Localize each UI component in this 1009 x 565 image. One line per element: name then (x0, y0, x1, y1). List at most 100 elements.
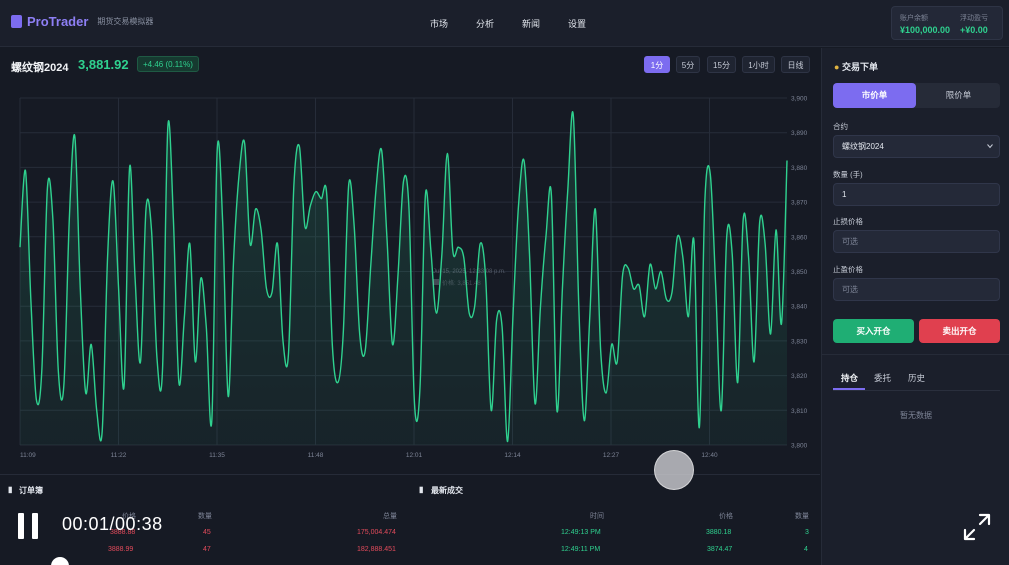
y-tick-label: 3,830 (791, 338, 808, 345)
nav-item-analysis[interactable]: 分析 (476, 19, 495, 29)
pnl-value: +¥0.00 (960, 25, 988, 35)
tab-history[interactable]: 历史 (908, 373, 926, 383)
contract-label: 合约 (833, 122, 848, 131)
stop-loss-input[interactable]: 可选 (833, 230, 1000, 253)
logo-icon (11, 15, 22, 28)
account-summary: 账户余额 ¥100,000.00 浮动盈亏 +¥0.00 (891, 6, 1003, 40)
x-tick-label: 11:35 (209, 452, 225, 459)
timeframe-5m[interactable]: 5分 (676, 56, 700, 73)
bottom-panels: ▮ 订单簿 价格 数量 总量 3888.88 45 175,004.474 38… (0, 474, 820, 565)
trade-row-qty: 3 (805, 529, 809, 536)
contract-select-value: 螺纹钢2024 (842, 142, 884, 151)
take-profit-label: 止盈价格 (833, 265, 863, 274)
buy-open-button[interactable]: 买入开仓 (833, 319, 914, 343)
trades-title: 最新成交 (431, 486, 463, 495)
order-form-title-text: 交易下单 (841, 62, 878, 72)
y-tick-label: 3,870 (791, 200, 808, 207)
chart-tooltip-swatch (433, 279, 439, 285)
trades-header-qty: 数量 (795, 513, 809, 520)
y-tick-label: 3,800 (791, 443, 808, 450)
limit-order-tab[interactable]: 限价单 (945, 90, 972, 100)
order-form-title: ● 交易下单 (834, 60, 878, 73)
price-chart-svg: 3,800 3,810 3,820 3,830 3,840 3,850 3,860 3,870… (19, 96, 808, 459)
stop-loss-label: 止损价格 (833, 217, 863, 226)
y-tick-label: 3,820 (791, 373, 808, 380)
y-tick-label: 3,880 (791, 165, 808, 172)
chart-tooltip-time: Jul 15, 2025, 12:33:08 p.m. (433, 269, 506, 275)
x-tick-label: 12:40 (701, 452, 718, 459)
x-tick-label: 12:14 (504, 452, 521, 459)
orderbook-row-qty: 45 (203, 529, 211, 536)
pause-icon[interactable] (18, 513, 40, 539)
y-tick-label: 3,860 (791, 234, 808, 241)
x-tick-label: 11:22 (111, 452, 127, 459)
symbol-bar: 螺纹钢2024 3,881.92 +4.46 (0.11%) 1分 5分 15分… (0, 48, 820, 82)
trades-title-icon: ▮ (419, 485, 424, 494)
tab-orders[interactable]: 委托 (874, 373, 892, 383)
symbol-price: 3,881.92 (78, 57, 129, 72)
logo[interactable]: ProTrader 期货交易模拟器 (11, 14, 153, 29)
money-bag-icon: ● (834, 62, 840, 72)
quantity-input[interactable]: 1 (833, 183, 1000, 206)
logo-text: ProTrader (27, 14, 89, 29)
contract-select[interactable]: 螺纹钢2024 (833, 135, 1000, 158)
y-tick-label: 3,890 (791, 130, 808, 137)
x-tick-label: 11:48 (308, 452, 324, 459)
orderbook-title-icon: ▮ (8, 485, 13, 494)
timeframe-1h[interactable]: 1小时 (742, 56, 775, 73)
progress-scrub-handle[interactable] (51, 557, 69, 565)
active-tab-indicator (833, 388, 865, 390)
balance-value: ¥100,000.00 (900, 25, 951, 35)
chevron-down-icon (987, 144, 993, 149)
price-area-fill (20, 111, 787, 445)
pnl-label: 浮动盈亏 (960, 15, 988, 22)
tab-positions[interactable]: 持仓 (841, 373, 859, 383)
take-profit-input[interactable]: 可选 (833, 278, 1000, 301)
orderbook-header-qty: 数量 (198, 513, 212, 520)
orderbook-row-price: 3888.88 (110, 529, 136, 536)
trades-header-time: 时间 (590, 513, 604, 520)
y-tick-label: 3,850 (791, 269, 808, 276)
touch-cursor-indicator (654, 450, 694, 490)
x-tick-label: 12:01 (406, 452, 423, 459)
timeframe-daily[interactable]: 日线 (781, 56, 810, 73)
balance-label: 账户余额 (900, 15, 928, 22)
orderbook-row-price: 3888.99 (108, 546, 134, 553)
symbol-name: 螺纹钢2024 (11, 62, 69, 74)
chart-tooltip-value: 价格: 3,851.48 (442, 279, 481, 287)
timeframe-15m[interactable]: 15分 (707, 56, 736, 73)
nav-item-market[interactable]: 市场 (430, 19, 449, 29)
y-tick-label: 3,840 (791, 304, 808, 311)
symbol-change-badge: +4.46 (0.11%) (137, 56, 199, 72)
order-type-toggle: 市价单 限价单 (833, 83, 1000, 108)
market-order-tab[interactable]: 市价单 (833, 83, 916, 108)
x-tick-label: 11:09 (20, 452, 36, 459)
nav-item-settings[interactable]: 设置 (568, 19, 587, 29)
y-tick-label: 3,810 (791, 408, 808, 415)
orderbook-title: 订单簿 (19, 486, 43, 495)
tabs-border (833, 390, 1000, 391)
sidebar-divider (822, 354, 1009, 355)
trade-row-price: 3880.18 (706, 529, 732, 536)
main-nav: 市场 分析 新闻 设置 (430, 17, 586, 30)
sell-open-button[interactable]: 卖出开仓 (919, 319, 1000, 343)
y-tick-label: 3,900 (791, 96, 808, 103)
orderbook-row-total: 182,888.451 (357, 546, 396, 553)
top-header: ProTrader 期货交易模拟器 市场 分析 新闻 设置 账户余额 ¥100,… (0, 0, 1009, 47)
orderbook-row-qty: 47 (203, 546, 211, 553)
price-chart[interactable]: 3,800 3,810 3,820 3,830 3,840 3,850 3,860 3,870… (0, 84, 820, 472)
player-timecode: 00:01/00:38 (62, 514, 163, 534)
nav-item-news[interactable]: 新闻 (522, 19, 541, 29)
fullscreen-icon[interactable] (963, 513, 991, 541)
price-line (19, 111, 788, 443)
x-tick-label: 12:27 (603, 452, 620, 459)
orderbook-header-price: 价格 (122, 513, 136, 520)
logo-subtitle: 期货交易模拟器 (97, 17, 154, 26)
trade-row-time: 12:49:11 PM (561, 546, 601, 553)
trade-row-time: 12:49:13 PM (561, 529, 601, 536)
trade-row-price: 3874.47 (707, 546, 733, 553)
timeframe-1m[interactable]: 1分 (644, 56, 670, 73)
order-sidebar: ● 交易下单 市价单 限价单 合约 螺纹钢2024 数量 (手) 1 止损价格 … (821, 48, 1009, 565)
orderbook-row-total: 175,004.474 (357, 529, 396, 536)
